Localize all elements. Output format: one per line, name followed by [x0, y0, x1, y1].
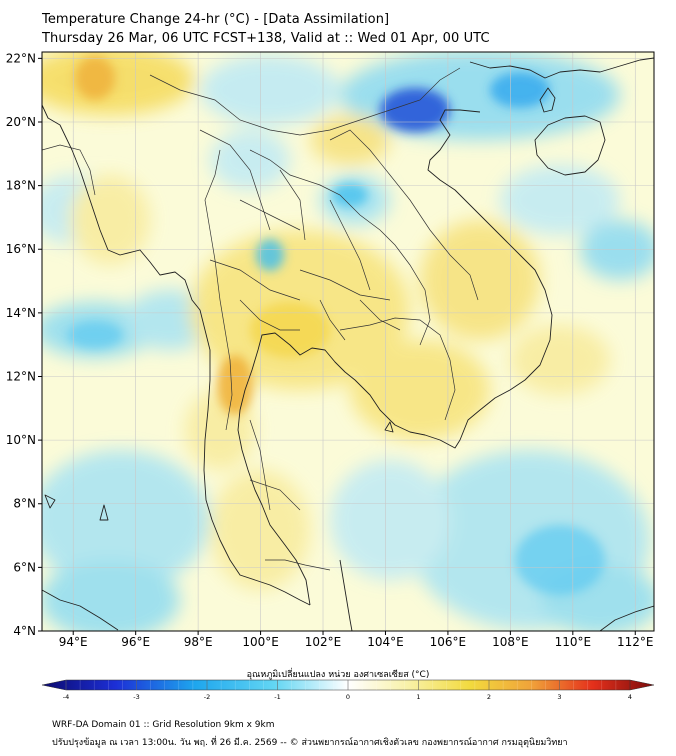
lat-tick-label: 10°N [6, 433, 36, 447]
warm-area-myanmar [70, 175, 150, 265]
cool-area-scs-east [580, 220, 660, 280]
lon-tick-label: 110°E [555, 635, 592, 649]
lon-tick-label: 94°E [59, 635, 88, 649]
temperature-change-map: 22°N 20°N 18°N 16°N 14°N 12°N 10°N 8°N 6°N 4°N 94… [0, 0, 676, 756]
footer-model-info: WRF-DA Domain 01 :: Grid Resolution 9km … [52, 720, 274, 730]
lat-tick-label: 8°N [13, 497, 36, 511]
colorbar-tick-label: -4 [63, 693, 69, 701]
warm-peak-northwest [75, 56, 115, 100]
colorbar-tick-label: -2 [204, 693, 210, 701]
lon-tick-label: 98°E [184, 635, 213, 649]
lon-tick-label: 102°E [305, 635, 342, 649]
warm-area-scs [510, 325, 610, 395]
warm-area-cambodia [350, 340, 490, 440]
lat-tick-label: 16°N [6, 242, 36, 256]
lat-axis: 22°N 20°N 18°N 16°N 14°N 12°N 10°N 8°N 6°N 4°N [6, 51, 42, 638]
cool-peak-north-thailand [256, 239, 284, 271]
cool-area-north-thailand [210, 130, 290, 190]
lat-tick-label: 6°N [13, 560, 36, 574]
lon-axis: 94°E 96°E 98°E 100°E 102°E 104°E 106°E 108°E 110… [59, 631, 654, 649]
cool-area-north [200, 55, 340, 125]
lon-tick-label: 104°E [367, 635, 404, 649]
plot-area [25, 45, 660, 640]
cool-peak-andaman [67, 321, 123, 349]
warm-area-isthmus [210, 470, 310, 590]
lat-tick-label: 20°N [6, 115, 36, 129]
colorbar-tick-label: 4 [628, 693, 632, 701]
colorbar-tick-label: 1 [416, 693, 420, 701]
lon-tick-label: 108°E [492, 635, 529, 649]
warm-area-vietnam [420, 220, 540, 340]
lat-tick-label: 22°N [6, 51, 36, 65]
colorbar-tick-label: -3 [133, 693, 139, 701]
warm-peak-west-thailand [217, 355, 253, 415]
lat-tick-label: 14°N [6, 306, 36, 320]
lon-tick-label: 96°E [121, 635, 150, 649]
colorbar: -4 -3 -2 -1 0 1 2 3 4 [42, 680, 654, 701]
footer-credit: ปรับปรุงข้อมูล ณ เวลา 13:00น. วัน พฤ. ที… [52, 735, 568, 749]
lat-tick-label: 12°N [6, 369, 36, 383]
cool-peak-scs [515, 525, 605, 595]
colorbar-tick-label: 0 [346, 693, 350, 701]
lat-tick-label: 4°N [13, 624, 36, 638]
cool-area-gulf-thailand [330, 460, 450, 580]
colorbar-tick-label: 3 [557, 693, 561, 701]
lon-tick-label: 100°E [242, 635, 279, 649]
lat-tick-label: 18°N [6, 179, 36, 193]
lon-tick-label: 112°E [617, 635, 654, 649]
cool-peak-laos [332, 183, 368, 207]
colorbar-tick-label: -1 [274, 693, 280, 701]
lon-tick-label: 106°E [430, 635, 467, 649]
colorbar-tick-label: 2 [487, 693, 491, 701]
colorbar-label: อุณหภูมิเปลี่ยนแปลง หน่วย องศาเซลเซียส (… [0, 667, 676, 681]
warm-area-north-laos [310, 115, 390, 165]
